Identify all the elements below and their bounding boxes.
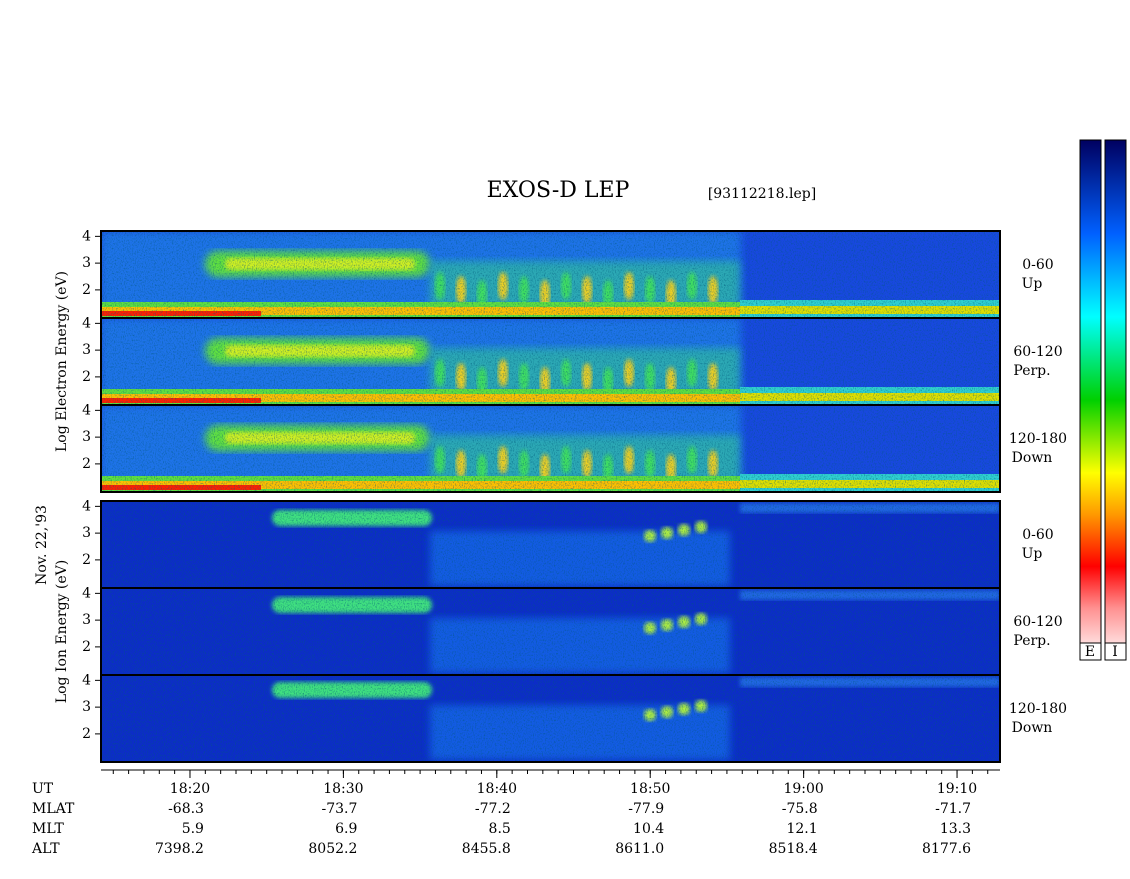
y-tick-label: 3 (82, 612, 91, 628)
orbit-value: 13.3 (940, 821, 971, 837)
angle-label: 60-120 (1013, 344, 1062, 360)
colorbar-box (1104, 642, 1127, 661)
x-axis-label: UT (32, 781, 54, 797)
spectrogram (101, 675, 1000, 762)
orbit-value: 7398.2 (155, 841, 204, 857)
angle-label: 0-60 (1022, 527, 1053, 543)
noise (101, 675, 1000, 762)
orbit-value: 10.4 (633, 821, 664, 837)
y-tick-label: 4 (82, 585, 91, 601)
y-tick-label: 2 (82, 369, 91, 385)
y-tick-label: 2 (82, 639, 91, 655)
spectrogram (101, 231, 1000, 318)
orbit-value: -77.9 (628, 801, 664, 817)
angle-label: 120-180 (1009, 431, 1067, 447)
orbit-row-label: ALT (31, 841, 60, 857)
direction-label: Perp. (1013, 633, 1050, 649)
y-tick-label: 2 (82, 456, 91, 472)
noise (101, 231, 1000, 318)
y-tick-label: 4 (82, 672, 91, 688)
orbit-value: 8611.0 (615, 841, 664, 857)
orbit-value: 8177.6 (922, 841, 971, 857)
orbit-value: 8052.2 (308, 841, 357, 857)
y-tick-label: 3 (82, 429, 91, 445)
y-tick-label: 2 (82, 552, 91, 568)
direction-label: Up (1022, 276, 1043, 292)
orbit-value: -71.7 (935, 801, 971, 817)
orbit-value: -77.2 (475, 801, 511, 817)
orbit-value: -68.3 (168, 801, 204, 817)
y-tick-label: 3 (82, 255, 91, 271)
panel-frame (100, 404, 1001, 493)
angle-label: 0-60 (1022, 257, 1053, 273)
y-axis-label: Log Electron Energy (eV) (54, 271, 70, 452)
y-tick-label: 4 (82, 402, 91, 418)
orbit-value: 12.1 (786, 821, 817, 837)
noise (101, 588, 1000, 675)
noise (101, 318, 1000, 405)
title: EXOS-D LEP (487, 178, 630, 203)
y-tick-label: 4 (82, 228, 91, 244)
orbit-row-label: MLT (32, 821, 64, 837)
orbit-value: -73.7 (321, 801, 357, 817)
y-tick-label: 3 (82, 342, 91, 358)
spectrogram (101, 501, 1000, 588)
angle-label: 60-120 (1013, 614, 1062, 630)
y-tick-label: 3 (82, 525, 91, 541)
orbit-value: 8.5 (489, 821, 511, 837)
direction-label: Perp. (1013, 363, 1050, 379)
x-tick-label: 19:00 (783, 781, 823, 797)
y-tick-label: 3 (82, 699, 91, 715)
orbit-value: 8455.8 (462, 841, 511, 857)
file-name: [93112218.lep] (708, 186, 816, 202)
colorbar-box (1079, 642, 1102, 661)
x-tick-label: 18:30 (323, 781, 363, 797)
orbit-value: 6.9 (335, 821, 357, 837)
orbit-value: -75.8 (782, 801, 818, 817)
orbit-row-label: MLAT (32, 801, 75, 817)
y-axis-label: Log Ion Energy (eV) (54, 560, 70, 703)
noise (101, 405, 1000, 492)
date-label: Nov. 22,'93 (34, 505, 50, 585)
x-tick-label: 19:10 (937, 781, 977, 797)
direction-label: Down (1012, 450, 1053, 466)
y-tick-label: 2 (82, 726, 91, 742)
angle-label: 120-180 (1009, 701, 1067, 717)
colorbar-label: I (1112, 644, 1118, 660)
x-tick-label: 18:50 (630, 781, 670, 797)
direction-label: Down (1012, 720, 1053, 736)
colorbar: E I (1079, 139, 1127, 661)
colorbar-i (1104, 139, 1127, 661)
colorbar-e (1079, 139, 1102, 661)
y-tick-label: 4 (82, 498, 91, 514)
spectrogram (101, 588, 1000, 675)
spectrogram (101, 405, 1000, 492)
panel-frame (100, 674, 1001, 763)
orbit-value: 8518.4 (769, 841, 818, 857)
y-tick-label: 4 (82, 315, 91, 331)
orbit-value: 5.9 (182, 821, 204, 837)
x-tick-label: 18:20 (170, 781, 210, 797)
colorbar-label: E (1085, 644, 1095, 660)
x-tick-label: 18:40 (477, 781, 517, 797)
noise (101, 501, 1000, 588)
direction-label: Up (1022, 546, 1043, 562)
y-tick-label: 2 (82, 282, 91, 298)
spectrogram (101, 318, 1000, 405)
